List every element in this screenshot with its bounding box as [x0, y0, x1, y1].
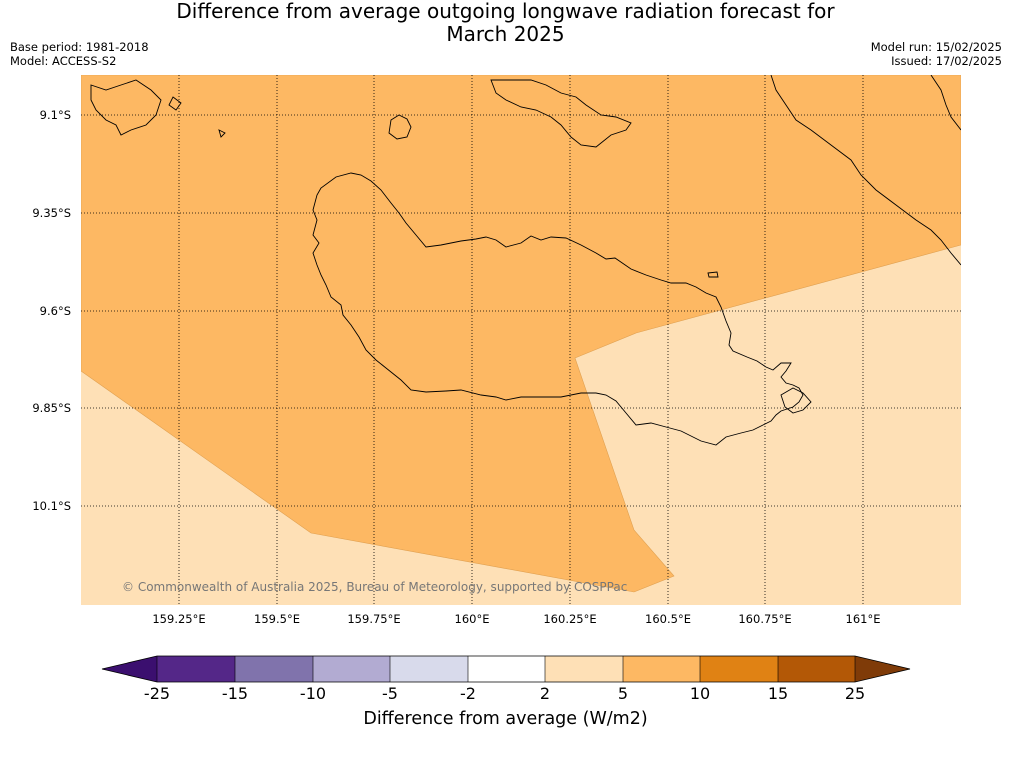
colorbar-title: Difference from average (W/m2)	[363, 709, 648, 729]
colorbar-segment	[468, 656, 545, 682]
model-name: Model: ACCESS-S2	[10, 54, 117, 68]
lon-label: 160.25°E	[543, 612, 597, 626]
colorbar-segment	[778, 656, 855, 682]
colorbar-tick: -2	[460, 684, 476, 703]
colorbar	[100, 654, 912, 684]
colorbar-tick: -15	[221, 684, 249, 703]
coastline-malaita	[770, 75, 961, 266]
colorbar-tick: 15	[767, 684, 789, 703]
colorbar-tick: -25	[143, 684, 171, 703]
colorbar-dividers	[156, 656, 856, 682]
colorbar-tick: 5	[617, 684, 629, 703]
lon-label: 160.5°E	[645, 612, 691, 626]
base-period: Base period: 1981-2018	[10, 40, 149, 54]
title-line-2: March 2025	[446, 22, 565, 46]
colorbar-segment	[545, 656, 623, 682]
model-run: Model run: 15/02/2025	[870, 40, 1002, 54]
coastline-ngella	[490, 79, 632, 148]
lon-label: 159.75°E	[347, 612, 401, 626]
graticule	[81, 75, 961, 605]
lat-label: 9.35°S	[32, 206, 71, 220]
coastline-savo	[388, 114, 412, 140]
lon-label: 159.5°E	[254, 612, 300, 626]
lon-label: 160°E	[454, 612, 490, 626]
colorbar-tick: 10	[689, 684, 711, 703]
colorbar-extend-high	[855, 656, 910, 682]
colorbar-extend-low	[102, 656, 157, 682]
lon-label: 159.25°E	[152, 612, 206, 626]
title-line-1: Difference from average outgoing longwav…	[176, 0, 835, 23]
colorbar-tick: -5	[382, 684, 398, 703]
colorbar-segment	[700, 656, 778, 682]
colorbar-segment	[390, 656, 468, 682]
lat-label: 9.1°S	[39, 108, 71, 122]
coastline-russell-islands	[90, 79, 226, 138]
meta-left: Base period: 1981-2018 Model: ACCESS-S2	[10, 40, 149, 68]
copyright-notice: © Commonwealth of Australia 2025, Bureau…	[122, 580, 628, 594]
map-svg	[81, 75, 961, 605]
chart-title: Difference from average outgoing longwav…	[0, 0, 1011, 46]
colorbar-segment	[235, 656, 313, 682]
lat-label: 10.1°S	[32, 499, 71, 513]
colorbar-tick: -10	[299, 684, 327, 703]
colorbar-segment	[623, 656, 700, 682]
lon-label: 160.75°E	[738, 612, 792, 626]
colorbar-segment	[157, 656, 235, 682]
lat-label: 9.85°S	[32, 401, 71, 415]
lat-label: 9.6°S	[39, 304, 71, 318]
meta-right: Model run: 15/02/2025 Issued: 17/02/2025	[871, 40, 1002, 68]
colorbar-tick: 25	[844, 684, 866, 703]
colorbar-tick: 2	[539, 684, 551, 703]
colorbar-segment	[313, 656, 390, 682]
map-panel[interactable]	[81, 75, 961, 605]
colorbar-svg	[101, 655, 911, 683]
anomaly-region-5-10	[81, 75, 961, 593]
lon-label: 161°E	[845, 612, 881, 626]
issued-date: Issued: 17/02/2025	[891, 54, 1002, 68]
